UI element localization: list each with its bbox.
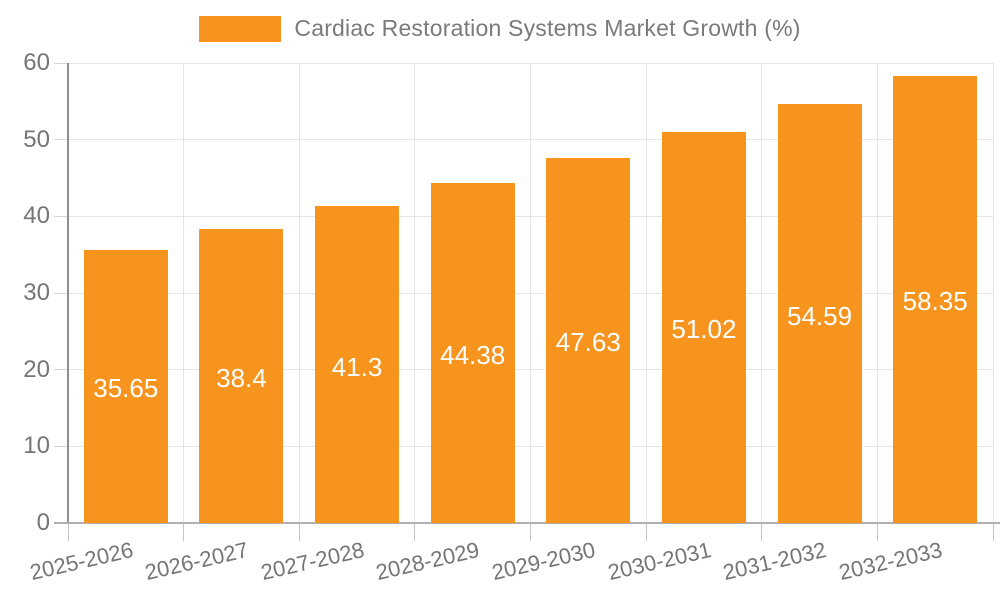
y-axis-tick-label: 10 bbox=[23, 432, 50, 460]
gridline-vertical bbox=[414, 63, 416, 523]
legend-label: Cardiac Restoration Systems Market Growt… bbox=[294, 15, 801, 41]
bar-value-label: 51.02 bbox=[671, 314, 737, 345]
y-axis-tick bbox=[54, 215, 68, 217]
bar[interactable] bbox=[83, 249, 168, 523]
y-axis-tick-label: 50 bbox=[23, 125, 50, 153]
y-axis-tick bbox=[54, 369, 68, 371]
bar-value-label: 54.59 bbox=[787, 300, 853, 331]
y-axis-tick bbox=[54, 62, 68, 64]
x-axis-tick bbox=[67, 523, 69, 541]
x-axis-tick-label: 2032-2033 bbox=[836, 537, 945, 586]
x-axis-tick bbox=[645, 523, 647, 541]
gridline-vertical bbox=[298, 63, 300, 523]
x-axis-tick bbox=[183, 523, 185, 541]
gridline-vertical bbox=[761, 63, 763, 523]
bar-value-label: 41.3 bbox=[331, 351, 383, 382]
x-axis-tick bbox=[298, 523, 300, 541]
y-axis-tick-label: 40 bbox=[23, 202, 50, 230]
bar[interactable] bbox=[546, 157, 631, 523]
y-axis-tick-label: 30 bbox=[23, 279, 50, 306]
gridline-vertical bbox=[645, 63, 647, 523]
y-axis-line bbox=[67, 63, 69, 523]
bar[interactable] bbox=[430, 182, 515, 523]
bar[interactable] bbox=[315, 206, 400, 523]
gridline-vertical bbox=[530, 63, 531, 523]
bar[interactable] bbox=[199, 228, 284, 523]
legend-swatch-icon bbox=[199, 15, 282, 42]
x-axis-tick-label: 2025-2026 bbox=[27, 537, 136, 586]
x-axis-tick bbox=[876, 523, 878, 541]
x-axis-tick-label: 2027-2028 bbox=[258, 537, 367, 586]
x-axis-line bbox=[54, 522, 1000, 524]
x-axis-tick bbox=[530, 523, 531, 541]
legend[interactable]: Cardiac Restoration Systems Market Growt… bbox=[0, 15, 1000, 42]
bar-value-label: 47.63 bbox=[555, 327, 621, 358]
x-axis-tick bbox=[414, 523, 416, 541]
y-axis-tick bbox=[54, 445, 68, 447]
bar-value-label: 38.4 bbox=[216, 362, 267, 393]
bar-value-label: 35.65 bbox=[93, 373, 159, 404]
y-axis-tick bbox=[54, 139, 68, 141]
x-axis-tick bbox=[992, 523, 994, 541]
x-axis-tick-label: 2026-2027 bbox=[142, 537, 251, 586]
x-axis-tick-label: 2029-2030 bbox=[489, 537, 598, 586]
gridline-vertical bbox=[992, 63, 994, 523]
x-axis-tick-label: 2028-2029 bbox=[373, 537, 483, 586]
bar-value-label: 44.38 bbox=[440, 339, 506, 370]
y-axis-tick-label: 0 bbox=[36, 509, 50, 536]
y-axis-tick-label: 60 bbox=[23, 49, 50, 76]
bar-value-label: 58.35 bbox=[902, 286, 968, 317]
bar[interactable] bbox=[777, 104, 862, 523]
gridline-vertical bbox=[183, 63, 185, 523]
x-axis-tick-label: 2031-2032 bbox=[720, 537, 829, 586]
x-axis-tick-label: 2030-2031 bbox=[605, 537, 714, 586]
y-axis-tick-label: 20 bbox=[23, 355, 50, 383]
y-axis-tick bbox=[54, 292, 68, 294]
x-axis-tick bbox=[761, 523, 763, 541]
gridline-vertical bbox=[876, 63, 878, 523]
bar[interactable] bbox=[893, 75, 978, 523]
bar[interactable] bbox=[661, 131, 746, 523]
